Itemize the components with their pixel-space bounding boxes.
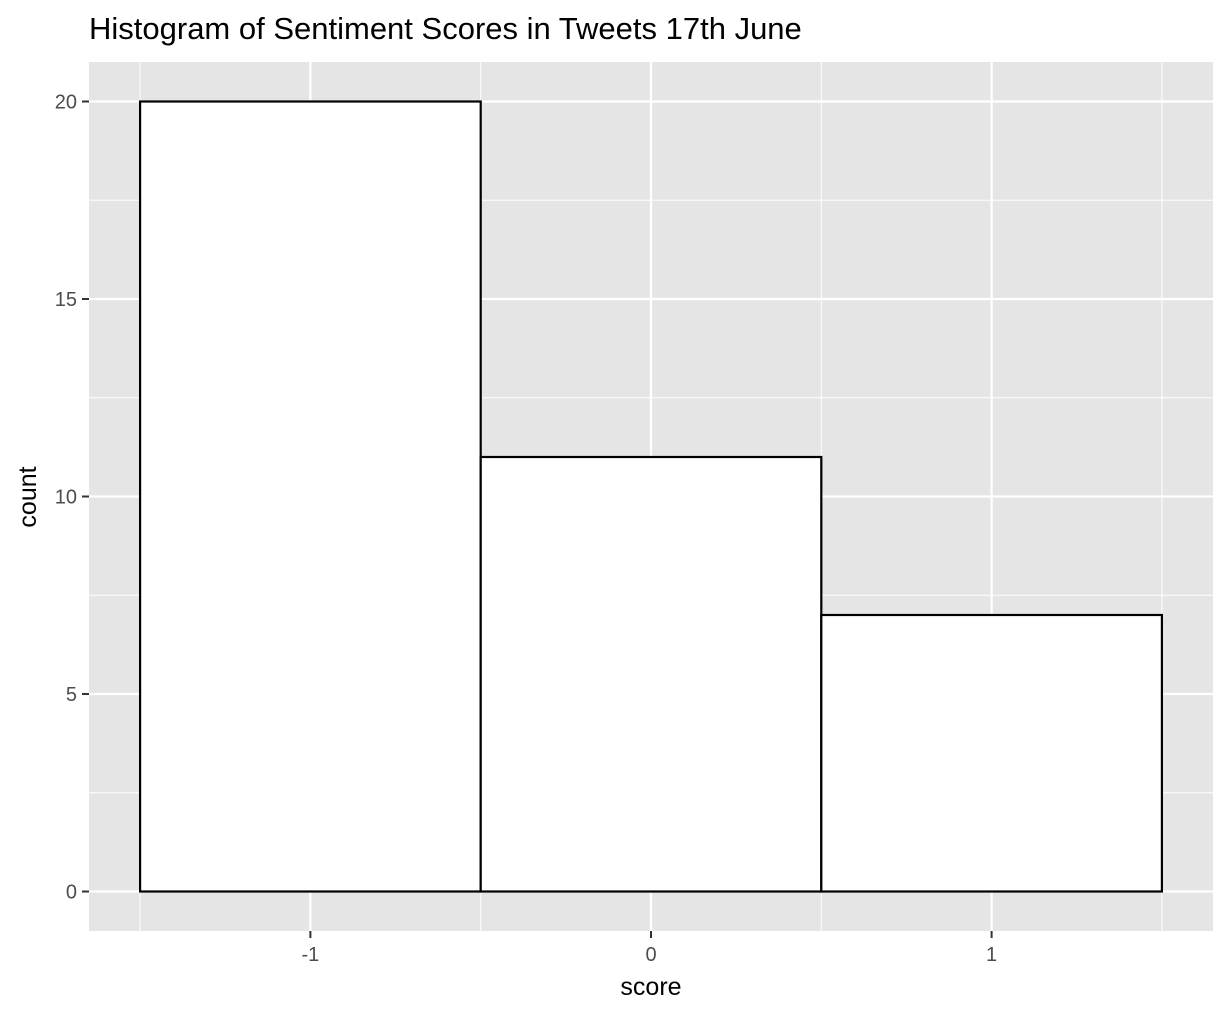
x-tick-label: 1 [986,944,997,966]
y-tick-label: 0 [66,882,77,904]
y-tick-label: 15 [55,289,77,311]
histogram-bar [820,613,1164,893]
histogram-bar [138,100,482,893]
x-tick-label: 0 [645,944,656,966]
chart-title: Histogram of Sentiment Scores in Tweets … [89,11,802,46]
y-tick-label: 10 [55,487,77,509]
y-axis-title: count [14,466,42,527]
y-tick-label: 5 [66,684,77,706]
x-tick-label: -1 [301,944,319,966]
y-tick-label: 20 [55,92,77,114]
histogram-bar [479,455,823,893]
histogram-bars [138,100,1164,893]
x-axis: -1 0 1 [301,931,997,966]
x-axis-title: score [620,973,681,1001]
y-axis: 0 5 10 15 20 [55,92,89,904]
